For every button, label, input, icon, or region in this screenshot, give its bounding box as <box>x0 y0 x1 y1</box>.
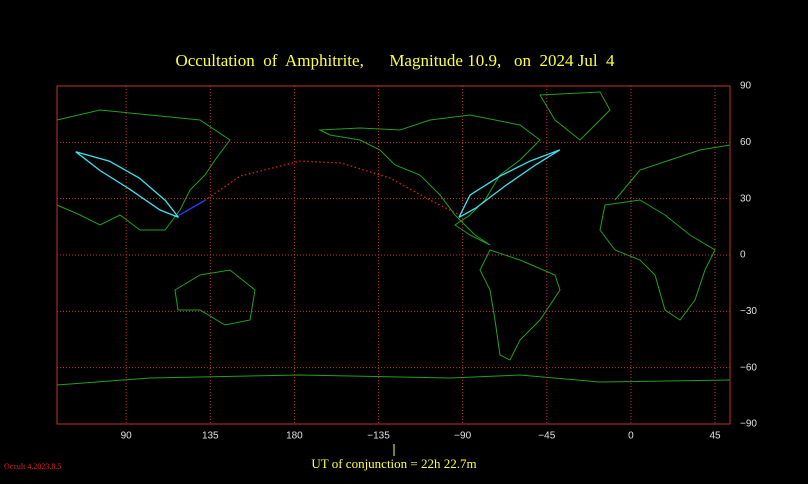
y-tick-label: −90 <box>740 419 757 430</box>
x-tick-label: 0 <box>628 431 634 442</box>
x-tick-label: 45 <box>709 431 721 442</box>
x-tick-label: −45 <box>538 431 555 442</box>
path-line <box>178 199 206 217</box>
path-line <box>204 160 462 217</box>
y-tick-label: 60 <box>740 137 752 148</box>
x-tick-label: 135 <box>202 431 219 442</box>
coastline <box>174 269 256 326</box>
x-tick-label: 180 <box>286 431 303 442</box>
coastline <box>599 199 716 321</box>
coastline <box>479 249 561 361</box>
coastline <box>56 109 231 231</box>
conjunction-label: UT of conjunction = 22h 22.7m <box>311 456 476 471</box>
coastline <box>539 91 611 141</box>
version-label: Occult 4.2023.8.5 <box>4 462 61 471</box>
coastlines <box>56 91 731 386</box>
x-tick-label: 90 <box>121 431 133 442</box>
x-tick-label: −90 <box>454 431 471 442</box>
coastline <box>318 114 541 246</box>
path-line <box>75 151 180 219</box>
chart-title: Occultation of Amphitrite, Magnitude 10.… <box>175 51 615 70</box>
coastline <box>614 144 731 201</box>
y-tick-label: 0 <box>740 250 746 261</box>
coastline <box>56 374 731 386</box>
x-tick-label: −135 <box>367 431 390 442</box>
y-tick-label: −60 <box>740 362 757 373</box>
path-line <box>458 149 561 218</box>
y-tick-label: −30 <box>740 306 757 317</box>
y-tick-label: 30 <box>740 193 752 204</box>
y-tick-label: 90 <box>740 81 752 92</box>
